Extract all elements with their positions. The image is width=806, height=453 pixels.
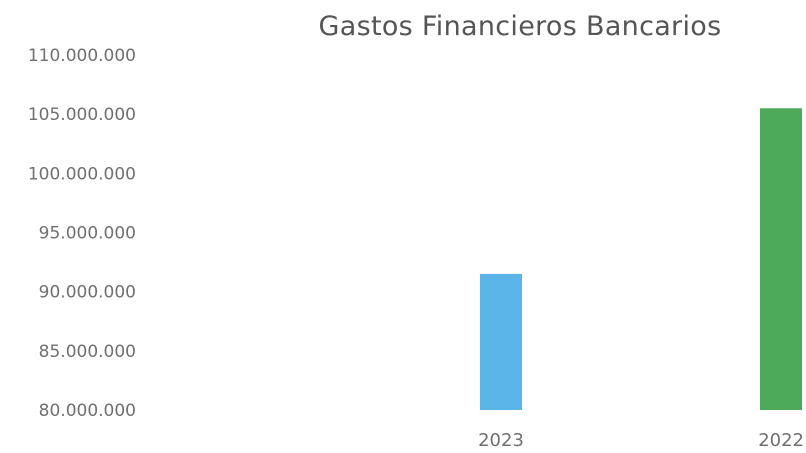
x-tick-label: 2022 [758,430,804,451]
y-tick-label: 105.000.000 [28,105,136,125]
y-tick-label: 95.000.000 [39,224,136,244]
bars [480,108,802,410]
y-tick-label: 100.000.000 [28,164,136,184]
bar-2023 [480,273,522,410]
y-tick-label: 85.000.000 [39,342,136,362]
x-tick-label: 2023 [478,430,524,451]
x-axis: 2023 2022 [478,430,804,451]
bar-2022 [760,108,802,410]
y-axis: 80.000.000 85.000.000 90.000.000 95.000.000… [28,46,136,421]
y-tick-label: 90.000.000 [39,283,136,303]
y-tick-label: 80.000.000 [39,401,136,421]
chart-title: Gastos Financieros Bancarios [319,11,722,42]
y-tick-label: 110.000.000 [28,46,136,66]
